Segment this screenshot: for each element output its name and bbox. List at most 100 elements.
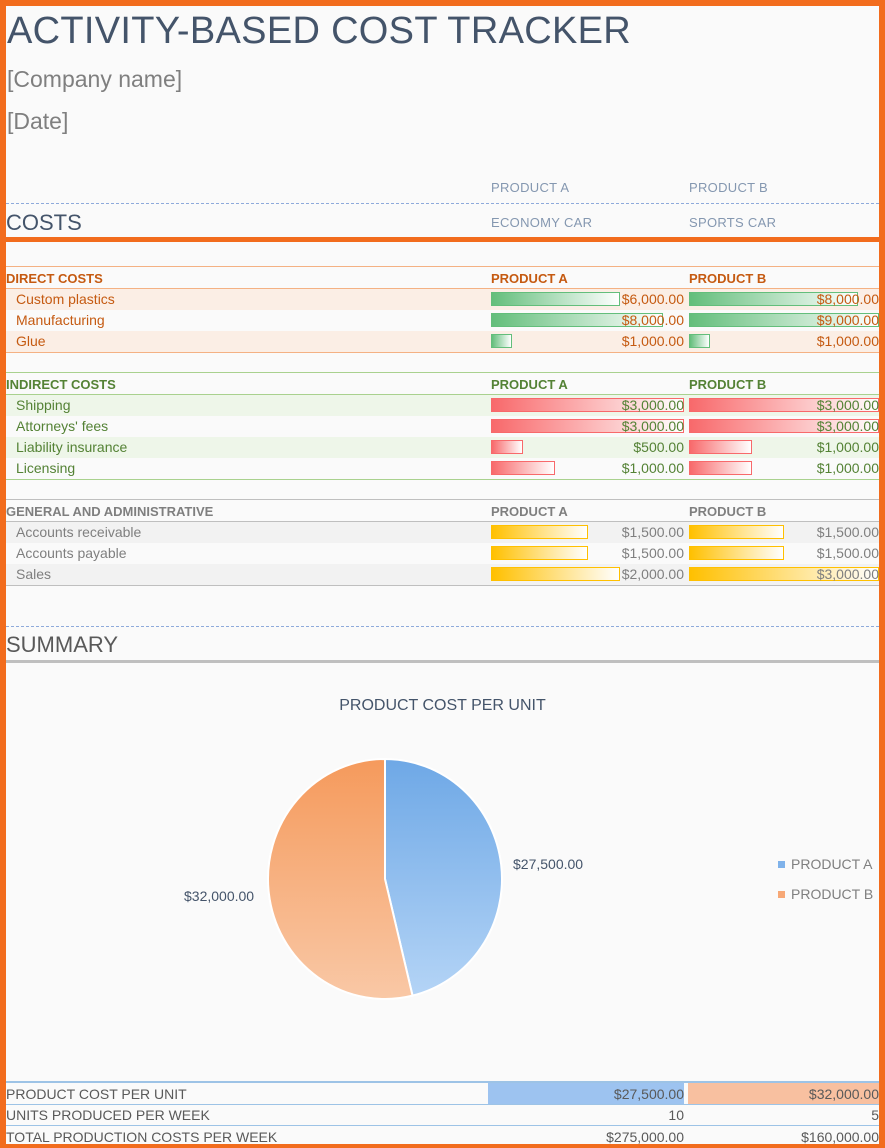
cost-row[interactable]: Custom plastics (6, 289, 879, 310)
cost-value-product-a[interactable]: $8,000.00 (621, 312, 684, 328)
cost-row-label: Glue (16, 333, 46, 349)
summary-label: SUMMARY (6, 632, 119, 657)
cost-row[interactable]: Attorneys' fees (6, 416, 879, 437)
data-bar-product-a (491, 567, 620, 581)
cost-value-product-a[interactable]: $500.00 (633, 439, 684, 455)
pie-slice-product-a[interactable] (384, 757, 503, 997)
cost-row-label: Accounts receivable (16, 524, 142, 540)
summary-cell-bg-a (488, 1083, 684, 1104)
data-bar-product-a (491, 398, 684, 412)
data-bar-product-b (689, 292, 858, 306)
data-bar-product-b (689, 461, 752, 475)
cost-value-product-b[interactable]: $9,000.00 (816, 312, 879, 328)
cost-value-product-a[interactable]: $3,000.00 (621, 397, 684, 413)
cost-value-product-b[interactable]: $1,000.00 (816, 439, 879, 455)
data-bar-product-b (689, 334, 710, 348)
chart-title: PRODUCT COST PER UNIT (339, 697, 546, 714)
cost-value-product-a[interactable]: $6,000.00 (621, 291, 684, 307)
cost-value-product-b[interactable]: $3,000.00 (816, 418, 879, 434)
data-bar-product-b (689, 313, 879, 327)
cost-row[interactable]: Licensing (6, 458, 879, 479)
direct-col-product-b: PRODUCT B (689, 271, 767, 286)
cost-row-label: Liability insurance (16, 439, 128, 455)
data-bar-product-b (689, 440, 752, 454)
cost-row-label: Sales (16, 566, 52, 582)
indirect-section-top-line (6, 372, 879, 373)
indirect-section-title: INDIRECT COSTS (6, 377, 116, 392)
summary-row[interactable]: TOTAL PRODUCTION COSTS PER WEEK $275,000… (6, 1126, 879, 1147)
cost-value-product-a[interactable]: $1,000.00 (621, 460, 684, 476)
product-b-description[interactable]: SPORTS CAR (689, 215, 777, 230)
pie-slice-product-b[interactable] (267, 757, 414, 1000)
ga-col-product-b: PRODUCT B (689, 504, 767, 519)
summary-row-label: TOTAL PRODUCTION COSTS PER WEEK (6, 1129, 278, 1145)
cost-value-product-b[interactable]: $1,000.00 (816, 333, 879, 349)
legend-label-a: PRODUCT A (791, 856, 873, 872)
costs-header-band (6, 237, 879, 242)
product-a-description[interactable]: ECONOMY CAR (491, 215, 593, 230)
header-product-a[interactable]: PRODUCT A (491, 180, 570, 195)
summary-cell-bg-b (688, 1083, 879, 1104)
direct-section-bottom-line (6, 352, 879, 353)
pie-label-product-b: $32,000.00 (184, 888, 255, 904)
cost-value-product-a[interactable]: $2,000.00 (621, 566, 684, 582)
header-divider (6, 203, 879, 204)
cost-row-label: Attorneys' fees (16, 418, 109, 434)
cost-value-product-b[interactable]: $1,500.00 (816, 524, 879, 540)
cost-value-product-b[interactable]: $1,500.00 (816, 545, 879, 561)
cost-row-label: Custom plastics (16, 291, 115, 307)
cost-row[interactable]: Liability insurance (6, 437, 879, 458)
indirect-col-product-a: PRODUCT A (491, 377, 568, 392)
summary-row-divider (6, 1125, 879, 1126)
summary-divider (6, 626, 879, 627)
ga-section-bottom-line (6, 585, 879, 586)
header-product-b[interactable]: PRODUCT B (689, 180, 769, 195)
cost-value-product-a[interactable]: $1,000.00 (621, 333, 684, 349)
data-bar-product-a (491, 525, 588, 539)
company-name[interactable]: [Company name] (7, 66, 183, 92)
cost-row[interactable]: Accounts payable (6, 543, 879, 564)
costs-label: COSTS (6, 210, 82, 235)
legend-label-b: PRODUCT B (791, 886, 874, 902)
cost-value-product-b[interactable]: $8,000.00 (816, 291, 879, 307)
summary-value-a: $275,000.00 (606, 1129, 684, 1145)
cost-value-product-b[interactable]: $3,000.00 (816, 397, 879, 413)
summary-row-label: PRODUCT COST PER UNIT (6, 1086, 187, 1102)
legend-product-a[interactable]: PRODUCT A (778, 856, 872, 874)
cost-row[interactable]: Manufacturing (6, 310, 879, 331)
data-bar-product-a (491, 461, 555, 475)
data-bar-product-a (491, 334, 512, 348)
summary-row-divider (6, 1104, 879, 1105)
cost-row[interactable]: Glue (6, 331, 879, 352)
cost-row[interactable]: Accounts receivable (6, 522, 879, 543)
cost-value-product-a[interactable]: $1,500.00 (621, 524, 684, 540)
cost-value-product-a[interactable]: $3,000.00 (621, 418, 684, 434)
data-bar-product-b (689, 567, 879, 581)
report-date[interactable]: [Date] (7, 108, 69, 134)
data-bar-product-a (491, 546, 588, 560)
summary-rule (6, 660, 879, 663)
cost-row[interactable]: Sales (6, 564, 879, 585)
pie-label-product-a: $27,500.00 (513, 856, 584, 872)
cost-row-label: Accounts payable (16, 545, 127, 561)
cost-value-product-b[interactable]: $1,000.00 (816, 460, 879, 476)
page-title[interactable]: ACTIVITY-BASED COST TRACKER (7, 10, 631, 52)
summary-row[interactable]: UNITS PRODUCED PER WEEK 10 5 (6, 1104, 879, 1125)
summary-table-top (6, 1081, 879, 1083)
data-bar-product-b (689, 546, 784, 560)
cost-value-product-a[interactable]: $1,500.00 (621, 545, 684, 561)
direct-section-title: DIRECT COSTS (6, 271, 103, 286)
summary-value-a: $27,500.00 (613, 1086, 684, 1102)
summary-row[interactable]: PRODUCT COST PER UNIT $27,500.00 $32,000… (6, 1083, 879, 1104)
summary-value-b: $160,000.00 (801, 1129, 879, 1145)
data-bar-product-b (689, 525, 784, 539)
summary-row-label: UNITS PRODUCED PER WEEK (6, 1107, 210, 1123)
data-bar-product-b (689, 398, 879, 412)
legend-product-b[interactable]: PRODUCT B (778, 886, 873, 904)
cost-value-product-b[interactable]: $3,000.00 (816, 566, 879, 582)
direct-col-product-a: PRODUCT A (491, 271, 568, 286)
cost-row-label: Manufacturing (16, 312, 105, 328)
data-bar-product-a (491, 313, 663, 327)
legend-swatch-a (778, 861, 785, 869)
ga-col-product-a: PRODUCT A (491, 504, 568, 519)
